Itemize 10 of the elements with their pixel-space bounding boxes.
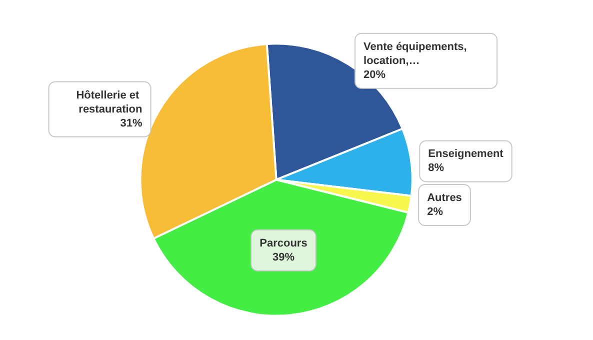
data-label: 8% — [428, 162, 444, 174]
slice-label: Hôtellerie et restauration — [76, 89, 143, 116]
data-label: 31% — [120, 117, 142, 130]
data-label: 2% — [427, 206, 444, 218]
slice-label: Vente équipements, location,… — [364, 40, 470, 67]
data-label: 20% — [364, 68, 386, 81]
slice-label: Parcours — [260, 237, 308, 250]
slice-label: Enseignement — [428, 148, 504, 160]
slice-label: Autres — [427, 192, 462, 204]
data-label: 39% — [272, 251, 295, 264]
